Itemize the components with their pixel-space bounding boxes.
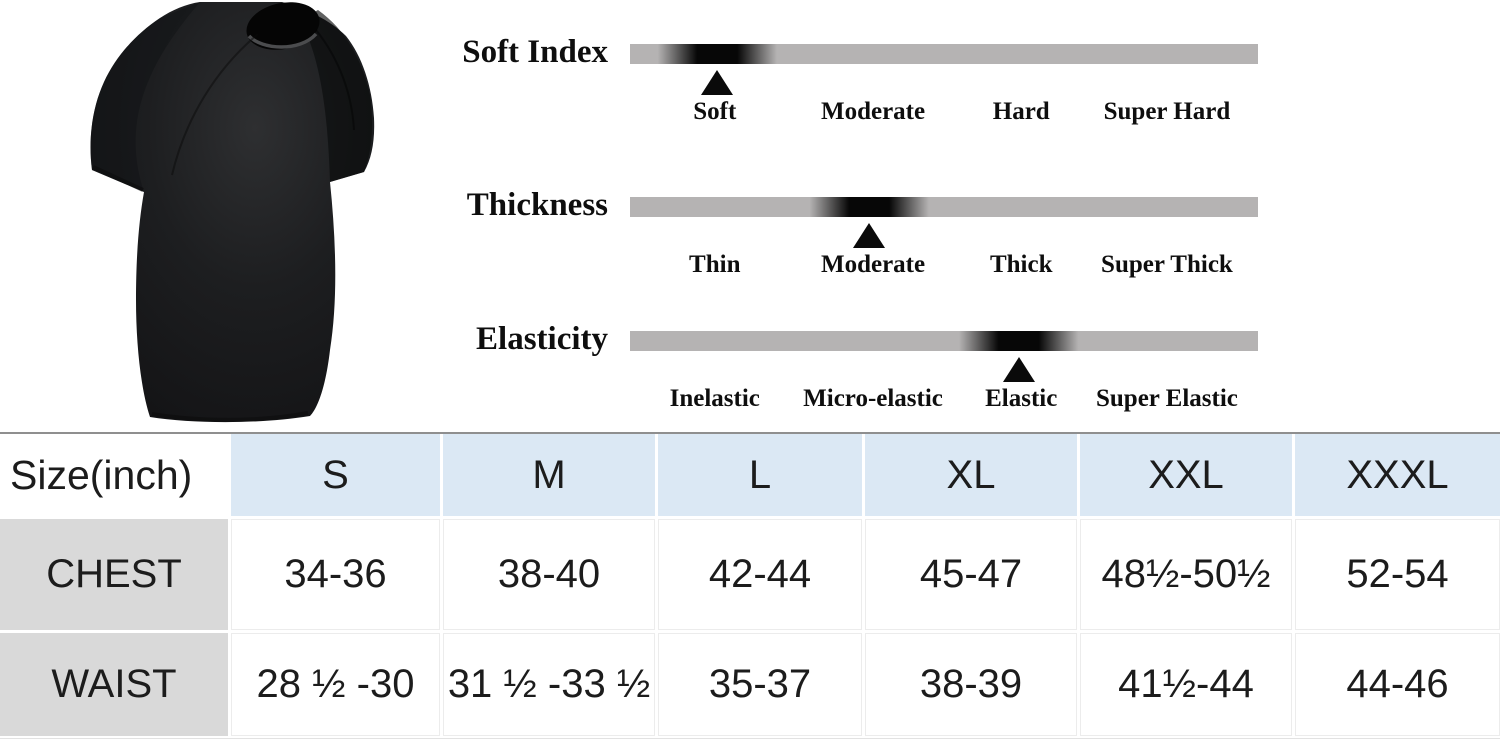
scale-soft-index: Soft Index Soft Moderate Hard Super Hard xyxy=(430,0,1500,150)
scale-title-soft-index: Soft Index xyxy=(462,34,608,70)
size-col-xxl: XXL xyxy=(1080,434,1292,516)
size-unit-header: Size(inch) xyxy=(0,434,228,516)
scale-bar-thickness xyxy=(630,197,1258,217)
scale-label: Elastic xyxy=(985,385,1058,412)
scale-label: Super Elastic xyxy=(1095,385,1238,412)
size-col-m: M xyxy=(443,434,655,516)
waist-value-xxl: 41½-44 xyxy=(1080,633,1292,736)
tshirt-image xyxy=(90,2,375,423)
waist-value-l: 35-37 xyxy=(658,633,862,736)
row-label-waist: WAIST xyxy=(0,633,228,736)
scale-label: Moderate xyxy=(820,251,926,278)
tshirt-right-sleeve-shade xyxy=(300,10,372,182)
size-chart-table: Size(inch) S M L XL XXL XXXL CHEST 34-36… xyxy=(0,432,1500,744)
tshirt-left-sleeve-shade xyxy=(90,2,200,192)
tshirt-collar-rim xyxy=(247,32,318,49)
tshirt-raglan-seam-right xyxy=(315,29,355,131)
tshirt-collar-opening xyxy=(246,2,320,50)
scale-label: Thick xyxy=(989,251,1053,278)
size-col-l: L xyxy=(658,434,862,516)
size-col-xxxl: XXXL xyxy=(1295,434,1500,516)
scale-title-elasticity: Elasticity xyxy=(476,321,608,357)
chest-value-m: 38-40 xyxy=(443,519,655,630)
waist-value-m: 31 ½ -33 ½ xyxy=(443,633,655,736)
scale-label: Super Hard xyxy=(1103,98,1231,125)
tshirt-body xyxy=(90,2,375,423)
waist-value-xxxl: 44-46 xyxy=(1295,633,1500,736)
tshirt-photo xyxy=(0,0,430,432)
scale-label: Super Thick xyxy=(1101,251,1233,278)
tshirt-sleeve-hem-shadow xyxy=(92,165,144,192)
tshirt-hem-shadow xyxy=(151,411,309,422)
scale-thickness: Thickness Thin Moderate Thick Super Thic… xyxy=(430,153,1500,303)
scale-label: Micro-elastic xyxy=(803,385,943,412)
scale-pointer-triangle-icon xyxy=(701,70,734,95)
tshirt-raglan-seam-left xyxy=(171,33,259,176)
chest-value-xxl: 48½-50½ xyxy=(1080,519,1292,630)
size-col-xl: XL xyxy=(865,434,1077,516)
scale-label: Thin xyxy=(689,251,741,278)
scale-bar-soft-index xyxy=(630,44,1258,64)
chest-value-l: 42-44 xyxy=(658,519,862,630)
scale-title-thickness: Thickness xyxy=(466,187,608,223)
waist-value-s: 28 ½ -30 xyxy=(231,633,440,736)
waist-value-xl: 38-39 xyxy=(865,633,1077,736)
scale-label: Hard xyxy=(992,98,1050,125)
fabric-scales: Soft Index Soft Moderate Hard Super Hard… xyxy=(430,0,1500,432)
scale-pointer-triangle-icon xyxy=(853,223,886,248)
scale-label: Soft xyxy=(693,98,737,125)
row-label-chest: CHEST xyxy=(0,519,228,630)
scale-pointer-triangle-icon xyxy=(1002,357,1035,382)
scale-label: Moderate xyxy=(820,98,926,125)
scale-elasticity: Elasticity Inelastic Micro-elastic Elast… xyxy=(430,287,1500,437)
scale-label: Inelastic xyxy=(669,385,760,412)
chest-value-s: 34-36 xyxy=(231,519,440,630)
chest-value-xl: 45-47 xyxy=(865,519,1077,630)
scale-bar-elasticity xyxy=(630,331,1258,351)
size-col-s: S xyxy=(231,434,440,516)
chest-value-xxxl: 52-54 xyxy=(1295,519,1500,630)
